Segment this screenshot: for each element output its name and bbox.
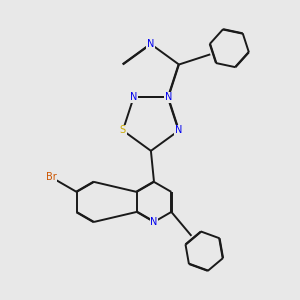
Text: N: N	[165, 92, 172, 103]
Text: N: N	[130, 92, 137, 103]
Text: Br: Br	[46, 172, 56, 182]
Text: N: N	[147, 39, 155, 49]
Text: N: N	[165, 92, 172, 103]
Text: S: S	[120, 125, 126, 136]
Text: N: N	[175, 125, 183, 136]
Text: N: N	[150, 217, 158, 227]
